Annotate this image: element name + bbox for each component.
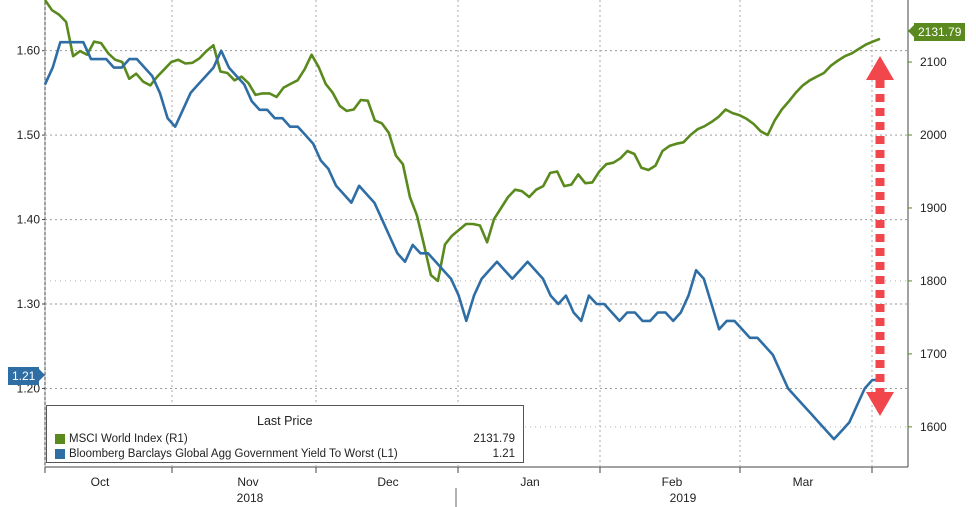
price-tag-yield-pointer	[39, 369, 45, 381]
x-year-label: 2018	[237, 491, 264, 505]
right-tick-label: 2000	[920, 128, 947, 142]
price-tag-yield: 1.21	[8, 367, 40, 385]
right-tick-label: 1600	[920, 420, 947, 434]
msci-world-line	[43, 0, 881, 283]
legend-entry-msci: MSCI World Index (R1) 2131.79	[55, 432, 515, 446]
left-tick-label: 1.30	[17, 297, 41, 311]
legend-value-msci: 2131.79	[473, 433, 515, 445]
legend-title: Last Price	[257, 414, 313, 428]
legend-name-yield: Bloomberg Barclays Global Agg Government…	[69, 448, 398, 460]
price-tag-msci-pointer	[908, 25, 914, 37]
legend-name-msci: MSCI World Index (R1)	[69, 433, 188, 445]
left-tick-label: 1.40	[17, 213, 41, 227]
right-tick-label: 1900	[920, 201, 947, 215]
annotation-arrow-head-up	[866, 56, 894, 80]
right-tick-label: 2100	[920, 55, 947, 69]
x-year-label: 2019	[670, 491, 697, 505]
annotation-arrow-head-down	[866, 392, 894, 416]
x-tick-label: Oct	[91, 475, 110, 489]
price-tag-msci: 2131.79	[914, 23, 966, 41]
legend-swatch-yield	[55, 449, 65, 459]
x-tick-label: Jan	[520, 475, 539, 489]
left-tick-label: 1.60	[17, 44, 41, 58]
x-tick-label: Dec	[377, 475, 398, 489]
right-tick-label: 1800	[920, 274, 947, 288]
govt-yield-line	[43, 40, 880, 441]
x-tick-label: Feb	[662, 475, 683, 489]
legend-entry-yield: Bloomberg Barclays Global Agg Government…	[55, 447, 515, 461]
left-tick-label: 1.50	[17, 128, 41, 142]
x-tick-label: Mar	[793, 475, 814, 489]
right-tick-label: 1700	[920, 347, 947, 361]
legend-swatch-msci	[55, 434, 65, 444]
x-tick-label: Nov	[237, 475, 258, 489]
legend: Last Price MSCI World Index (R1) 2131.79…	[46, 405, 524, 463]
legend-value-yield: 1.21	[492, 448, 515, 460]
